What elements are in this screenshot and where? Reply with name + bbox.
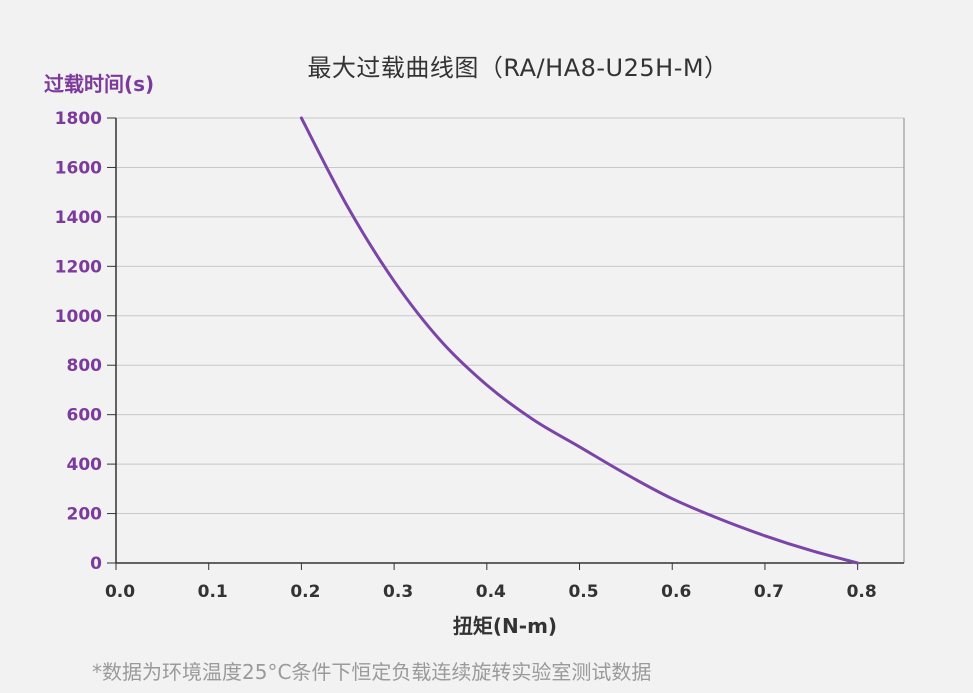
y-tick-label: 1800: [55, 109, 102, 129]
x-axis-label: 扭矩(N-m): [452, 614, 558, 638]
y-axis-label: 过载时间(s): [44, 72, 155, 96]
y-tick-label: 1400: [55, 208, 102, 228]
y-tick-label: 800: [67, 356, 103, 376]
x-tick-label: 0.7: [754, 582, 784, 602]
x-tick-label: 0.2: [290, 582, 320, 602]
x-tick-label: 0.0: [105, 582, 135, 602]
x-tick-label: 0.1: [198, 582, 228, 602]
x-tick-label: 0.5: [568, 582, 598, 602]
x-tick-label: 0.4: [476, 582, 506, 602]
footnote: *数据为环境温度25°C条件下恒定负载连续旋转实验室测试数据: [92, 660, 652, 684]
y-tick-label: 200: [67, 505, 103, 525]
series-line: [299, 116, 860, 565]
y-tick-label: 1000: [55, 307, 102, 327]
y-tick-label: 400: [67, 455, 103, 475]
chart-title: 最大过载曲线图（RA/HA8-U25H-M）: [307, 54, 729, 82]
plot-area: [116, 118, 904, 563]
x-tick-label: 0.3: [383, 582, 413, 602]
y-tick-label: 1200: [55, 257, 102, 277]
y-tick-label: 600: [67, 406, 103, 426]
x-tick-label: 0.8: [847, 582, 877, 602]
y-tick-label: 1600: [55, 158, 102, 178]
x-tick-label: 0.6: [661, 582, 691, 602]
y-tick-label: 0: [90, 554, 102, 574]
